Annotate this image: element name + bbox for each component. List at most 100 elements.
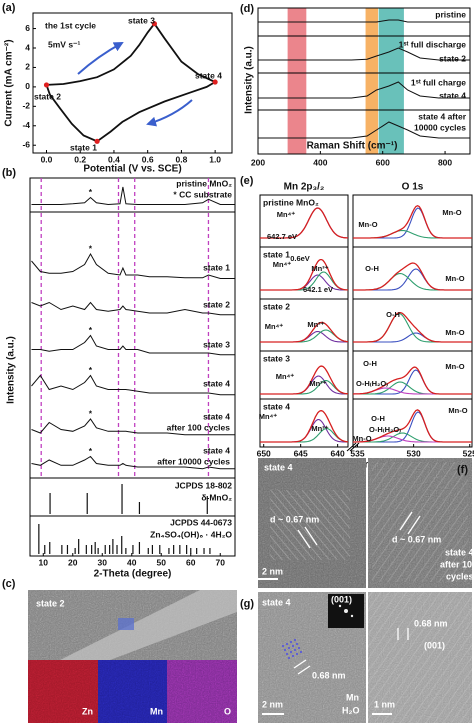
atom-dot <box>299 650 303 654</box>
row-label: state 3 <box>263 353 290 363</box>
column-title: Mn 2p₃/₂ <box>284 182 325 193</box>
x-tick-label: 535 <box>350 448 364 458</box>
panel-label: (g) <box>240 598 254 610</box>
fit-envelope <box>260 321 349 343</box>
legend-label: H₂O <box>342 705 360 715</box>
peak-label: Mn-O <box>352 434 371 443</box>
trace-label: state 4 <box>203 378 230 388</box>
peak-label: O-H₍H₂O₎ <box>356 379 388 388</box>
row-label: pristine MnO₂ <box>263 197 319 207</box>
spacing-label: d ~ 0.67 nm <box>270 514 319 524</box>
trace-label: 1ˢᵗ full charge <box>411 77 466 87</box>
eds-map-mn-texture <box>98 660 167 723</box>
x-tick-label: 30 <box>98 557 108 567</box>
x-tick-label: 525 <box>463 448 474 458</box>
peak-label: Mn-O <box>445 362 464 371</box>
xrd-trace <box>31 418 235 436</box>
y-tick-label: -4 <box>22 120 30 130</box>
scale-label: 1 nm <box>374 699 395 709</box>
atom-dot <box>281 644 285 648</box>
plot-frame <box>29 177 236 557</box>
atom-dot <box>297 646 301 650</box>
plot-frame <box>259 194 349 448</box>
x-tick-label: 800 <box>438 157 452 167</box>
peak-label: Mn⁴⁺ <box>277 210 296 219</box>
spacing-label: 0.68 nm <box>414 618 448 628</box>
fft-spot <box>350 614 354 618</box>
fit-component <box>353 229 472 239</box>
peak-label: Mn⁴⁺ <box>276 372 295 381</box>
peak-label: Mn-O <box>442 208 461 217</box>
x-tick-label: 1.0 <box>209 154 221 164</box>
eds-area <box>118 618 134 630</box>
state-point <box>94 138 100 144</box>
atom-dot <box>283 648 287 652</box>
atom-dot <box>285 652 289 656</box>
fit-envelope <box>352 366 472 395</box>
peak-mark: * <box>89 365 93 375</box>
x-tick-label: 20 <box>68 557 78 567</box>
panel-label: (d) <box>240 3 254 15</box>
x-tick-label: 400 <box>313 157 327 167</box>
image-caption: state 4 <box>445 547 474 557</box>
x-tick-label: 530 <box>407 448 421 458</box>
trace-label: state 4 after <box>418 111 466 121</box>
peak-label: Mn⁴⁺ <box>273 260 292 269</box>
reference-label: Zn₄SO₄(OH)₆ · 4H₂O <box>150 529 232 539</box>
spacing-marker <box>297 665 311 675</box>
raman-band <box>378 8 404 154</box>
xrd-trace <box>31 334 235 356</box>
peak-label: O-H <box>371 414 385 423</box>
x-tick-label: 0.6 <box>142 154 154 164</box>
peak-mark: * <box>89 325 93 335</box>
y-axis-label: Intensity (a.u.) <box>244 46 255 114</box>
peak-label: O-H <box>365 264 379 273</box>
inset-label: (001) <box>331 594 352 604</box>
trace-label: after 100 cycles <box>167 422 231 432</box>
peak-label: Mn-O <box>358 220 377 229</box>
x-tick-label: 600 <box>376 157 390 167</box>
image-title: state 2 <box>36 598 65 608</box>
state-point <box>151 21 158 27</box>
spacing-label: d ~ 0.67 nm <box>392 534 441 544</box>
fit-envelope <box>353 262 472 291</box>
raman-trace <box>258 121 470 139</box>
peak-label: Mn³⁺ <box>307 320 324 329</box>
trace-label: 1ˢᵗ full discharge <box>399 39 467 49</box>
state-label: state 2 <box>34 91 61 101</box>
peak-label: 642.7 eV <box>267 232 297 241</box>
reference-label: δ-MnO₂ <box>201 492 232 502</box>
axis-break <box>346 442 357 452</box>
xrd-trace <box>31 455 235 470</box>
peak-label: Mn⁴⁺ <box>265 322 284 331</box>
x-tick-label: 0.2 <box>74 154 86 164</box>
spacing-marker <box>407 515 421 535</box>
y-tick-label: -2 <box>22 101 30 111</box>
peak-label: 0.6eV <box>290 254 310 263</box>
x-tick-label: 0.0 <box>41 154 53 164</box>
state-label: state 4 <box>195 70 222 80</box>
xrd-trace <box>31 186 235 206</box>
row-label: state 4 <box>263 401 290 411</box>
y-tick-label: -6 <box>22 139 30 149</box>
xrd-trace <box>31 301 235 316</box>
x-tick-label: 645 <box>294 448 308 458</box>
arrow <box>77 42 124 75</box>
column-title: O 1s <box>402 182 424 193</box>
eds-map-zn-texture <box>28 660 98 723</box>
image-caption: after 10000 <box>440 559 474 569</box>
trace-label: state 1 <box>203 262 230 272</box>
atom-dot <box>293 648 297 652</box>
trace-label: after 10000 cycles <box>157 456 230 466</box>
x-tick-label: 60 <box>186 557 196 567</box>
fit-envelope <box>260 207 348 239</box>
peak-label: O-H <box>363 359 377 368</box>
xrd-trace <box>31 252 235 279</box>
trace-label: pristine MnO₂ <box>176 178 232 188</box>
fit-envelope <box>353 204 472 239</box>
peak-label: O-H <box>386 310 400 319</box>
atom-dot <box>285 642 289 646</box>
y-tick-label: 0 <box>25 81 30 91</box>
plot-frame <box>32 12 233 154</box>
